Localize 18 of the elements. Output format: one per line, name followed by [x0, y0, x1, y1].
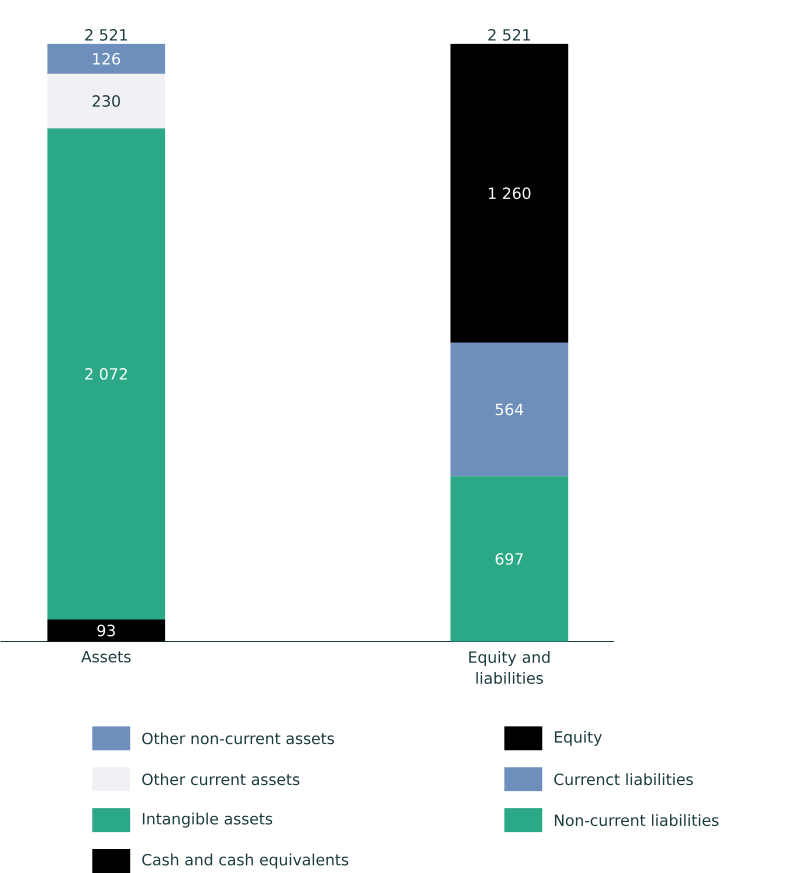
data-label: 93: [98, 624, 116, 636]
x-tick-label: Equity and liabilities: [469, 651, 550, 684]
legend-label: Intangible assets: [143, 812, 272, 828]
total-label: 2 521: [488, 29, 530, 41]
legend-label: Non-current liabilities: [555, 814, 719, 826]
data-label: 230: [92, 95, 120, 107]
data-label: 1 260: [489, 187, 531, 200]
data-label: 564: [496, 404, 524, 416]
data-label: 697: [496, 553, 523, 565]
legend-label: Currenct liabilities: [554, 773, 694, 786]
data-label: 126: [93, 52, 120, 65]
legend-label: Cash and cash equivalents: [142, 854, 348, 868]
legend-label: Other non-current assets: [142, 732, 334, 744]
total-label: 2 521: [85, 29, 128, 41]
data-label: 2 072: [85, 368, 127, 380]
legend-label: Other current assets: [142, 773, 300, 786]
x-tick-label: Assets: [81, 651, 131, 663]
legend-label: Equity: [555, 730, 602, 746]
